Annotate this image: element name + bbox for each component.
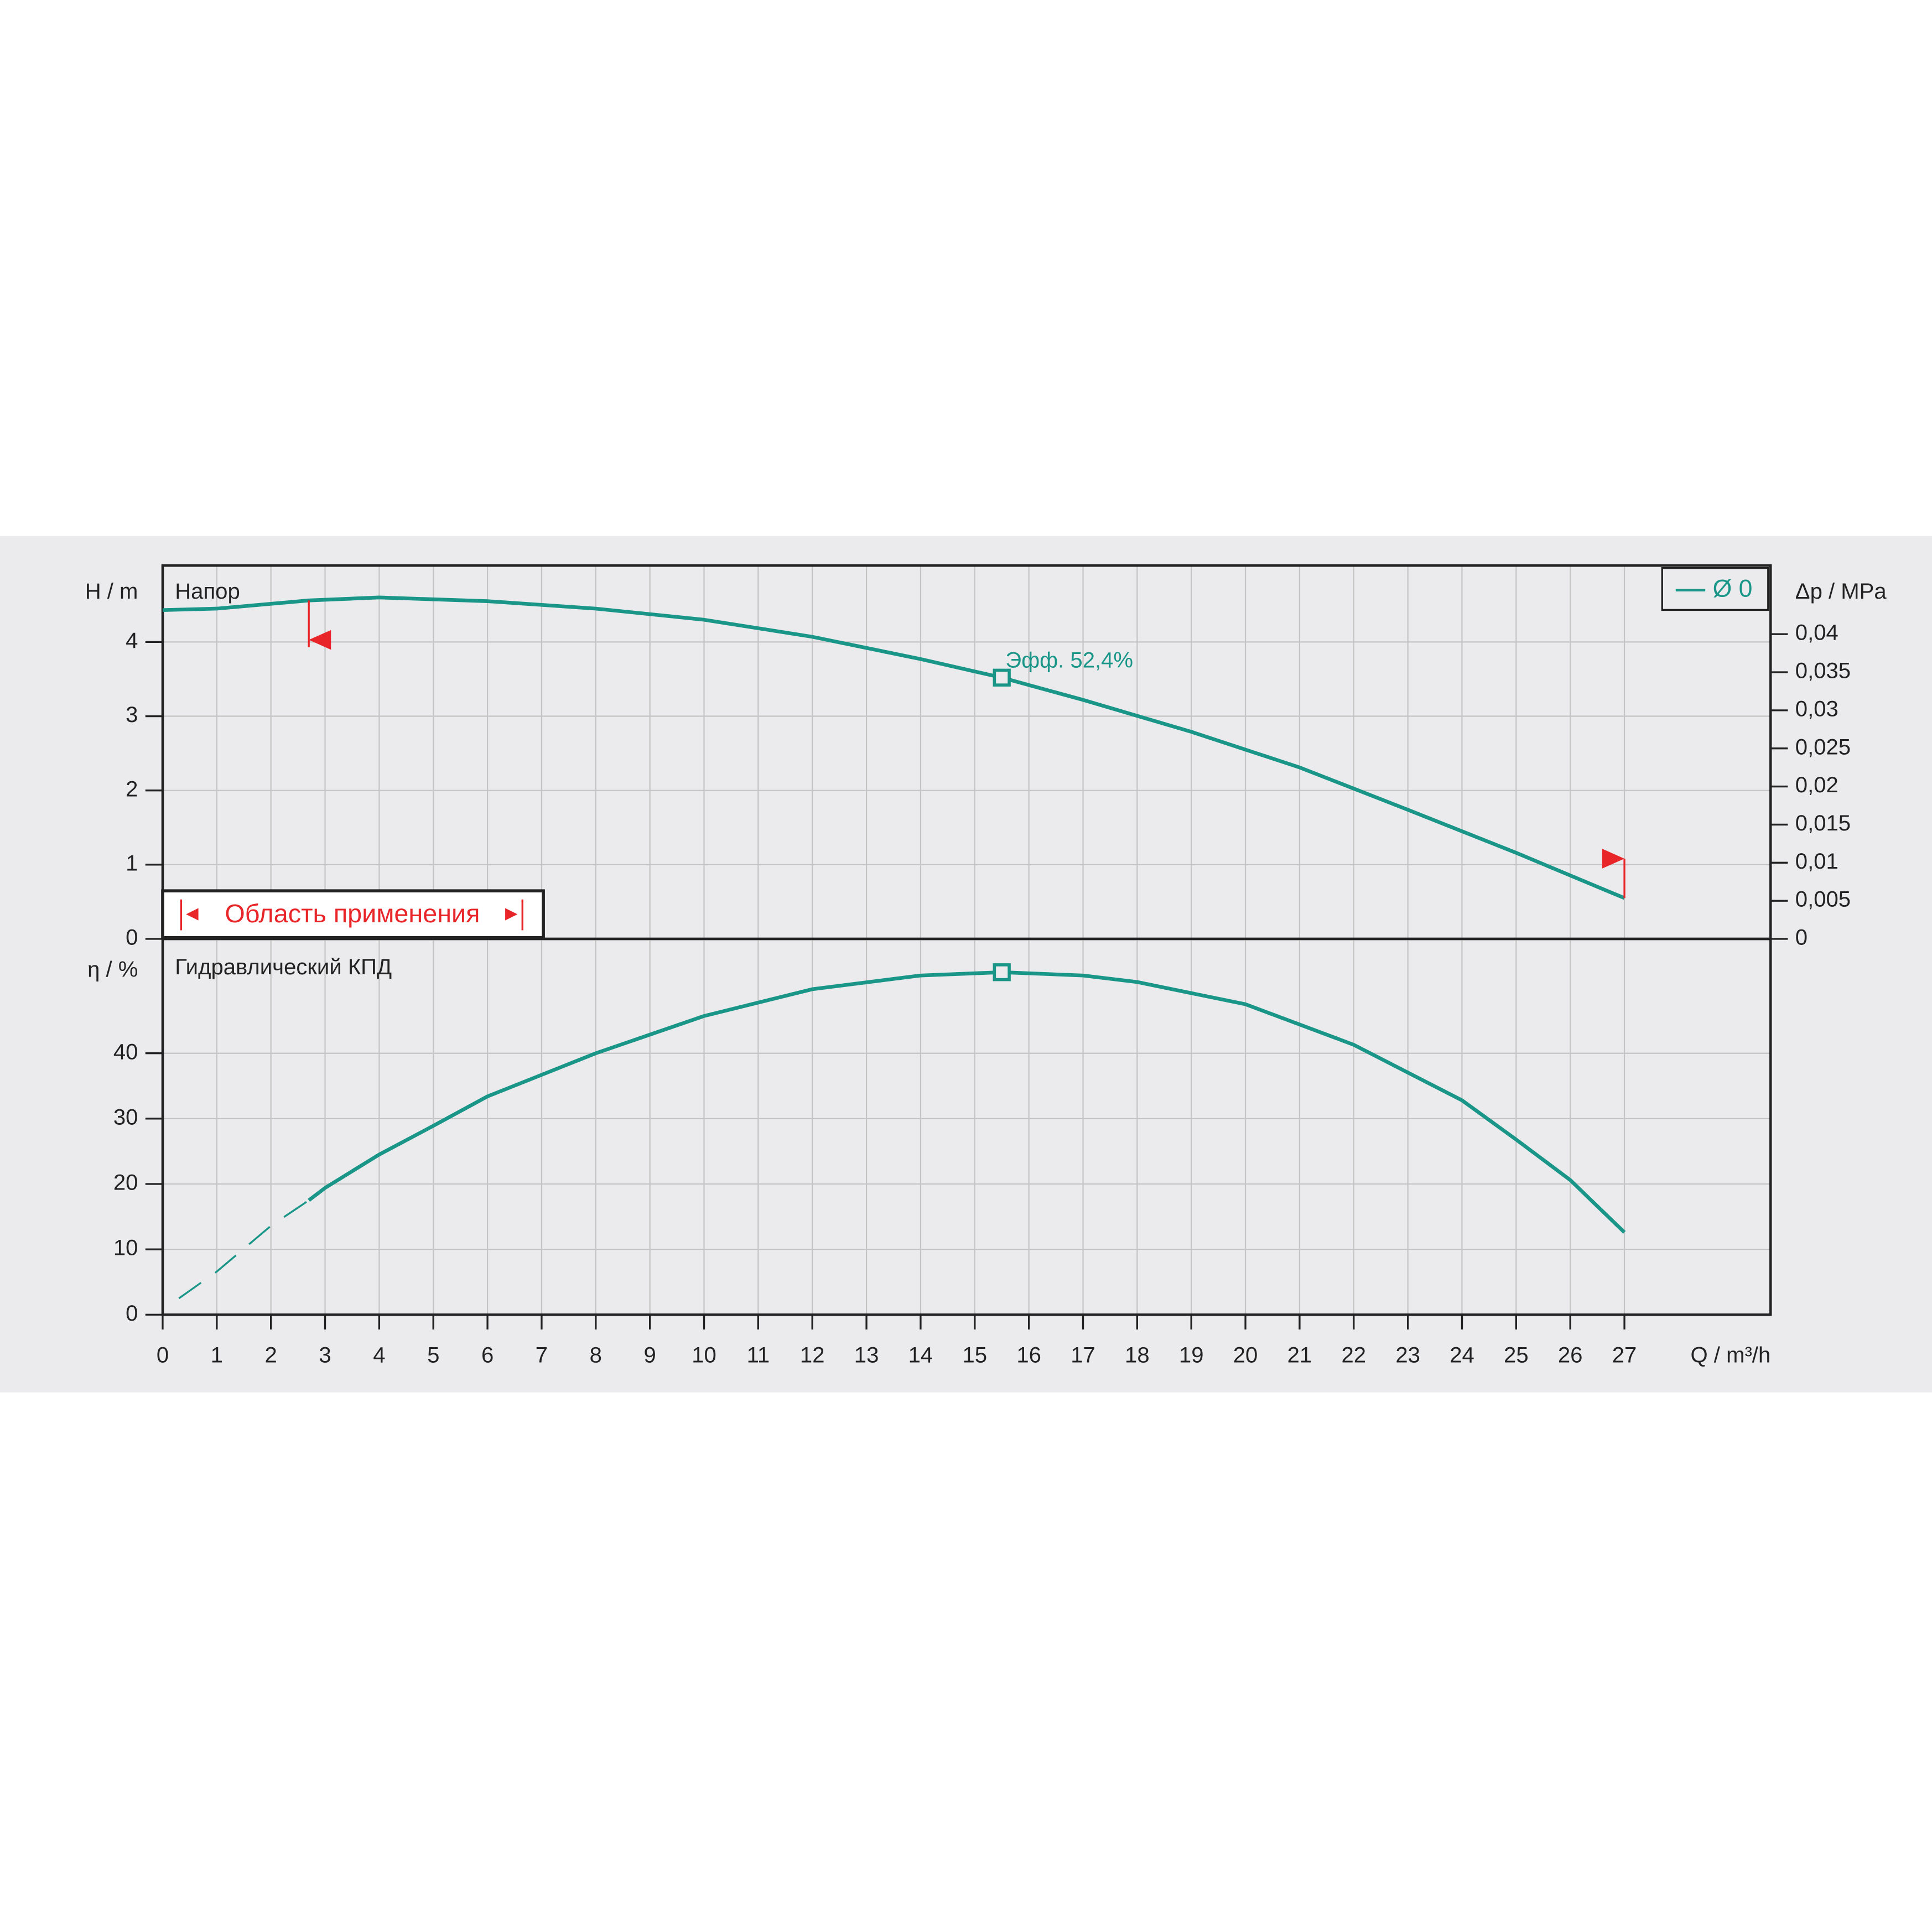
y-tick-label: 10 [113,1236,138,1260]
x-tick-label: 12 [800,1343,825,1368]
y-tick-label: 0 [126,1301,138,1326]
x-tick-label: 4 [373,1343,385,1368]
panel-title: Напор [175,579,240,604]
y2-tick-label: 0,01 [1795,849,1838,874]
operating-point [993,668,1011,687]
x-tick-label: 24 [1450,1343,1474,1368]
panel-title: Гидравлический КПД [175,955,392,979]
x-tick-label: 15 [962,1343,987,1368]
x-tick-label: 17 [1071,1343,1095,1368]
curve [308,970,1626,1234]
y-axis-label: H / m [85,579,138,604]
y2-axis-label: Δp / MPa [1795,579,1887,604]
x-tick-label: 22 [1341,1343,1366,1368]
x-tick-label: 11 [747,1343,770,1368]
y2-tick-label: 0,03 [1795,697,1838,721]
x-tick-label: 3 [319,1343,331,1368]
y2-tick-label: 0,04 [1795,621,1838,645]
legend-label: Ø 0 [1713,575,1753,603]
x-tick-label: 25 [1504,1343,1529,1368]
range-label: Область применения [225,899,480,928]
x-tick-label: 5 [427,1343,439,1368]
x-tick-label: 21 [1287,1343,1312,1368]
plot-frame [161,937,1772,1316]
y2-tick-label: 0,02 [1795,773,1838,797]
x-tick-label: 7 [536,1343,548,1368]
y2-tick-label: 0,005 [1795,887,1851,912]
y-tick-label: 0 [126,926,138,950]
y-tick-label: 30 [113,1105,138,1129]
x-tick-label: 18 [1125,1343,1150,1368]
x-axis-label: Q / m³/h [1691,1343,1771,1368]
x-tick-label: 9 [644,1343,656,1368]
y-tick-label: 1 [126,851,138,875]
x-tick-label: 23 [1395,1343,1420,1368]
x-tick-label: 14 [908,1343,933,1368]
x-tick-label: 19 [1179,1343,1204,1368]
x-tick-label: 2 [265,1343,277,1368]
range-flag [309,630,331,650]
y2-tick-label: 0,025 [1795,735,1851,759]
curve [162,595,1625,900]
x-tick-label: 26 [1558,1343,1583,1368]
x-tick-label: 10 [692,1343,716,1368]
y-tick-label: 4 [126,629,138,653]
range-arrow [186,908,199,921]
x-tick-label: 16 [1016,1343,1041,1368]
y-tick-label: 3 [126,703,138,727]
y-tick-label: 20 [113,1171,138,1195]
y-axis-label: η / % [87,958,138,982]
x-tick-label: 13 [854,1343,879,1368]
x-tick-label: 20 [1233,1343,1258,1368]
range-arrow [505,908,518,921]
y-tick-label: 2 [126,777,138,801]
y2-tick-label: 0 [1795,926,1808,950]
x-tick-label: 8 [590,1343,602,1368]
x-tick-label: 1 [211,1343,223,1368]
x-tick-label: 0 [157,1343,169,1368]
operating-point [993,963,1011,981]
operating-label: Эфф. 52,4% [1005,648,1133,672]
y2-tick-label: 0,035 [1795,659,1851,683]
x-tick-label: 27 [1612,1343,1637,1368]
y2-tick-label: 0,015 [1795,811,1851,835]
x-tick-label: 6 [481,1343,494,1368]
range-flag [1602,849,1625,869]
y-tick-label: 40 [113,1040,138,1064]
curve [178,1199,310,1300]
